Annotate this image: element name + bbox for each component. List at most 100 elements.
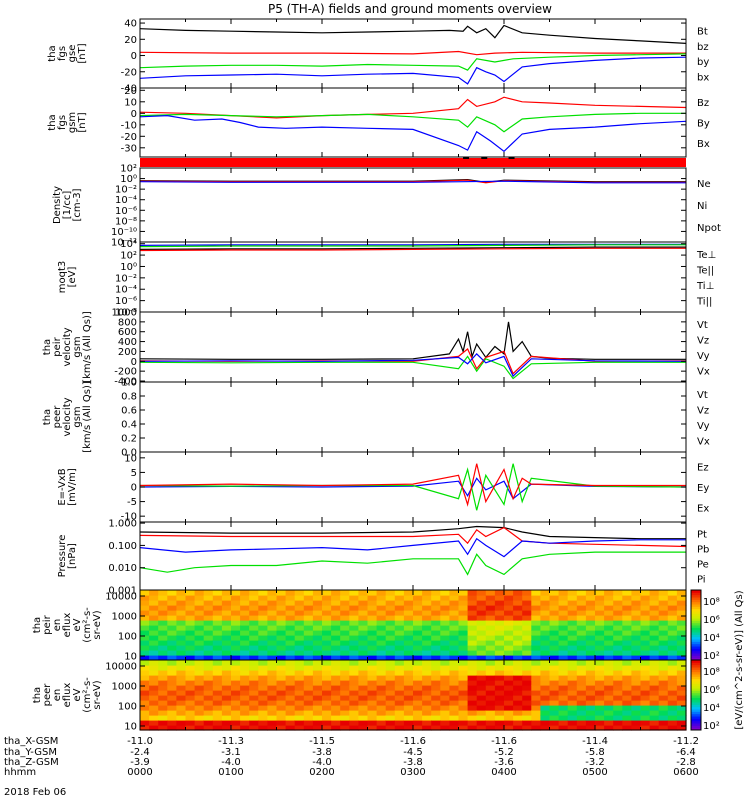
spectrogram-cell [267,635,278,641]
spectrogram-cell [540,675,551,681]
spectrogram-cell [212,705,223,711]
spectrogram-cell [140,600,150,606]
spectrogram-cell [221,670,232,676]
spectrogram-cell [640,715,651,721]
y-tick-label: 1000 [112,308,137,319]
series-line [139,53,687,71]
spectrogram-cell [604,660,614,666]
spectrogram-cell [640,685,651,691]
spectrogram-cell [176,665,187,671]
spectrogram-cell [385,600,396,606]
spectrogram-cell [367,690,378,696]
spectrogram-cell [331,670,341,676]
spectrogram-cell [540,615,551,621]
spectrogram-cell [331,700,341,706]
spectrogram-cell [403,655,414,661]
spectrogram-cell [494,590,505,596]
spectrogram-cell [376,720,387,726]
spectrogram-cell [385,615,396,621]
spectrogram-cell [595,665,605,671]
spectrogram-cell [658,700,669,706]
spectrogram-cell [322,650,332,656]
spectrogram-cell [595,685,605,691]
spectrogram-cell [322,670,332,676]
spectrogram-cell [185,725,196,731]
spectrogram-cell [167,590,177,596]
spectrogram-cell [258,630,268,636]
spectrogram-cell [667,595,678,601]
spectrogram-cell [176,590,187,596]
spectrogram-cell [540,655,551,661]
spectrogram-cell [531,650,541,656]
spectrogram-cell [394,725,405,731]
spectrogram-cell [413,605,423,611]
spectrogram-cell [485,690,496,696]
spectrogram-cell [158,655,168,661]
spectrogram-cell [322,600,332,606]
ephemeris-value: -2.8 [676,757,696,768]
spectrogram-cell [449,725,460,731]
spectrogram-cell [658,725,669,731]
spectrogram-cell [595,655,605,661]
spectrogram-cell [185,625,196,631]
spectrogram-cell [413,660,423,666]
spectrogram-cell [440,660,450,666]
spectrogram-cell [522,665,532,671]
spectrogram-cell [567,690,578,696]
spectrogram-cell [340,600,350,606]
spectrogram-cell [485,595,496,601]
spectrogram-cell [158,615,168,621]
spectrogram-cell [349,665,359,671]
y-tick-label: -30 [121,143,137,154]
spectrogram-cell [221,690,232,696]
ephemeris-row-label: hhmm [4,767,36,778]
spectrogram-cell [613,685,623,691]
spectrogram-cell [595,600,605,606]
spectrogram-cell [658,625,669,631]
spectrogram-cell [549,700,560,706]
spectrogram-cell [221,675,232,681]
spectrogram-cell [676,640,687,646]
spectrogram-cell [322,645,332,651]
spectrogram-cell [349,685,359,691]
spectrogram-cell [140,695,150,701]
spectrogram-cell [176,670,187,676]
spectrogram-cell [595,680,605,686]
spectrogram-cell [249,645,259,651]
spectrogram-cell [385,660,396,666]
spectrogram-cell [385,610,396,616]
spectrogram-cell [585,655,596,661]
spectrogram-cell [440,630,450,636]
spectrogram-cell [640,605,651,611]
spectrogram-cell [485,635,496,641]
spectrogram-cell [203,680,214,686]
spectrogram-cell [667,640,678,646]
y-tick-label: -20 [121,67,137,78]
spectrogram-cell [149,655,159,661]
spectrogram-cell [240,700,250,706]
spectrogram-cell [558,725,569,731]
spectrogram-cell [531,690,541,696]
spectrogram-cell [522,635,532,641]
y-tick-label: 100 [118,702,137,713]
spectrogram-cell [658,680,669,686]
spectrogram-cell [540,725,551,731]
spectrogram-cell [640,680,651,686]
spectrogram-cell [485,655,496,661]
spectrogram-cell [294,590,305,596]
spectrogram-cell [312,725,323,731]
y-axis-label: gse [67,45,78,63]
spectrogram-cell [513,635,523,641]
spectrogram-cell [367,650,378,656]
spectrogram-cell [403,675,414,681]
spectrogram-cell [140,725,150,731]
spectrogram-cell [504,725,514,731]
colorbar-cell [691,590,701,593]
spectrogram-cell [240,720,250,726]
spectrogram-cell [567,640,578,646]
legend-entry: Ti|| [696,296,712,307]
spectrogram-cell [331,720,341,726]
spectrogram-cell [494,640,505,646]
spectrogram-cell [376,670,387,676]
spectrogram-cell [494,595,505,601]
